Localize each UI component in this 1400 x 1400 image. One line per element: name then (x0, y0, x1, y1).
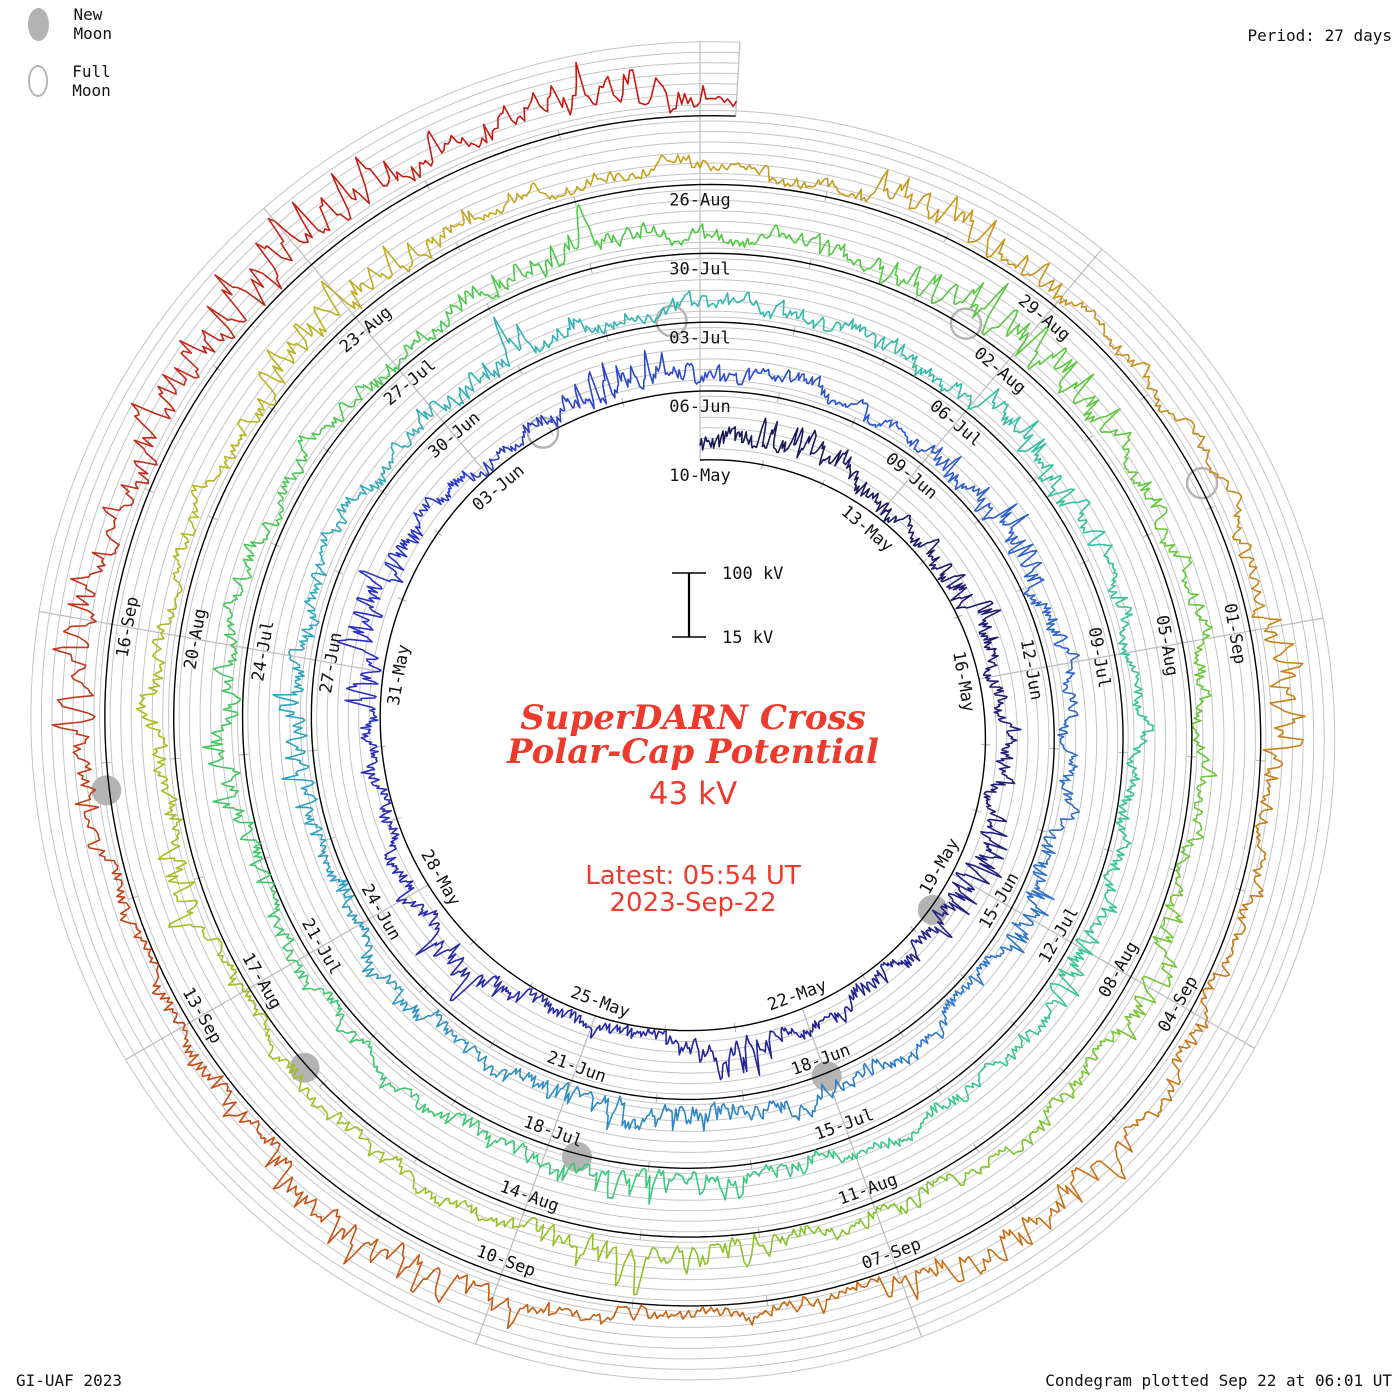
date-label: 18-Jul (521, 1112, 586, 1152)
credit-right: Condegram plotted Sep 22 at 06:01 UT (1045, 1371, 1392, 1390)
date-label: 11-Aug (836, 1170, 901, 1210)
date-label: 31-May (384, 643, 414, 707)
date-label: 10-May (669, 466, 730, 486)
full-moon-marker (655, 304, 688, 338)
new-moon-marker (811, 1061, 842, 1092)
date-label: 22-May (765, 975, 830, 1015)
date-label: 26-Aug (669, 191, 730, 211)
full-moon-marker (1185, 466, 1219, 500)
baseline-spiral (104, 114, 1262, 1307)
date-label: 10-Sep (474, 1241, 539, 1281)
scale-max-label: 100 kV (722, 564, 784, 584)
potential-trace (51, 61, 1306, 1330)
date-label: 23-Aug (336, 302, 396, 357)
date-label: 14-Aug (497, 1177, 562, 1217)
scale-min-label: 15 kV (722, 628, 774, 648)
full-moon-icon (28, 65, 49, 97)
new-moon-label: New Moon (73, 5, 112, 43)
new-moon-icon (28, 7, 50, 41)
date-label: 30-Jul (669, 259, 730, 279)
date-label: 25-May (568, 983, 633, 1023)
date-label: 15-Jul (812, 1105, 877, 1145)
date-label: 06-Jun (669, 397, 730, 417)
credit-left: GI-UAF 2023 (16, 1371, 122, 1390)
radial-spokes (39, 41, 1324, 1345)
legend-item-full-moon: Full Moon (28, 62, 123, 100)
kv-scale-bar (672, 572, 706, 638)
date-label: 03-Jul (669, 328, 730, 348)
date-label: 03-Jun (469, 461, 529, 516)
full-moon-label: Full Moon (72, 62, 111, 100)
legend-item-new-moon: New Moon (28, 5, 124, 43)
period-label: Period: 27 days (1247, 26, 1393, 45)
new-moon-marker (289, 1052, 320, 1083)
date-label: 21-Jun (544, 1047, 609, 1087)
new-moon-marker (91, 775, 122, 806)
full-moon-marker (949, 307, 983, 340)
date-label: 07-Sep (859, 1234, 924, 1274)
